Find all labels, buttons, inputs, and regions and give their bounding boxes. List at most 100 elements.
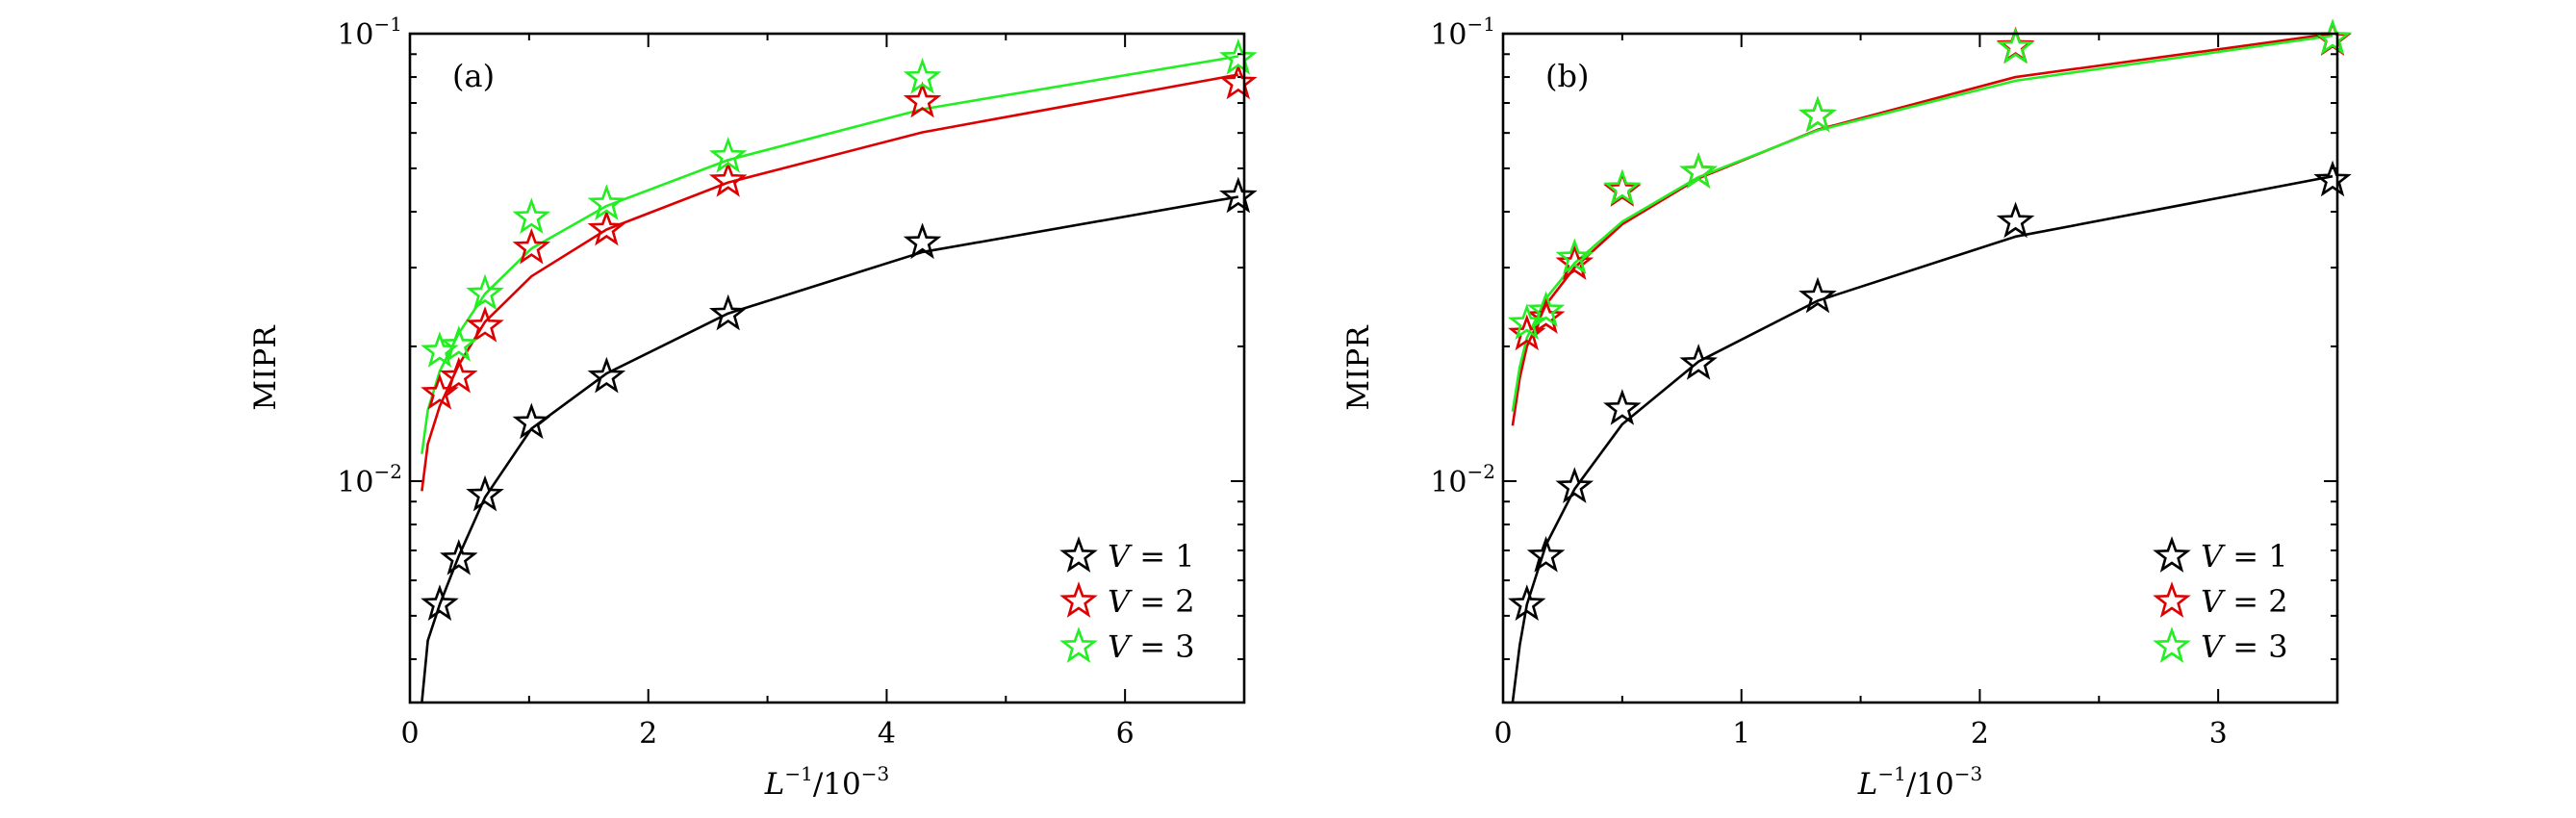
data-point [1996,201,2035,239]
y-axis-label: MIPR [248,324,283,411]
fit-curves [421,55,1239,703]
x-tick-label: 3 [2209,717,2228,751]
y-axis-label: MIPR [1341,324,1376,411]
y-tick-base: 10 [337,18,373,52]
legend-marker [2153,626,2191,663]
x-tick-label: 4 [878,717,896,751]
series-markers [421,176,1258,621]
fit-curve-3 [1511,34,2334,412]
legend: V = 1V = 2V = 3 [2153,536,2288,665]
legend-entry: V = 3 [2201,628,2288,665]
data-point [1996,27,2035,64]
data-point [1219,38,1258,75]
x-axis-label: L−1/10−3 [1857,762,1982,802]
data-point [903,222,942,260]
legend-symbol: V [2201,538,2226,575]
legend-symbol: V [1108,628,1133,665]
data-point [587,209,626,246]
y-tick-label: 10−2 [337,460,402,499]
legend-entry: V = 2 [2201,583,2288,620]
plot-frame [1501,32,2339,704]
data-point [1603,389,1642,425]
y-tick-base: 10 [1430,466,1467,499]
y-tick-exponent: −1 [374,13,402,36]
data-point [1603,170,1642,207]
series-markers [421,38,1258,368]
data-point [1679,152,1718,189]
series-markers [421,63,1258,410]
x-axis-label: L−1/10−3 [764,762,889,802]
data-point [1507,584,1546,621]
data-point [512,197,551,235]
data-point [512,402,551,440]
plot-frame [408,32,1246,704]
data-point [1798,95,1837,133]
panel-label: (b) [1545,58,1589,94]
legend-entry: V = 3 [1108,628,1195,665]
data-point [1219,176,1258,214]
y-tick-label: 10−1 [337,13,402,52]
legend-marker [1059,536,1098,573]
x-axis-label-suffix-exponent: −3 [861,762,889,785]
x-axis-label-suffix: /10 [813,767,861,802]
panel-label: (a) [452,58,495,94]
data-point [1526,297,1566,334]
data-point [1555,467,1594,503]
legend-marker [1059,626,1098,663]
y-tick-label: 10−2 [1430,460,1495,499]
data-point [708,136,748,173]
legend-marker [1059,581,1098,618]
legend-value: = 2 [1130,583,1195,620]
data-point [903,57,942,94]
data-point [1603,168,1642,206]
data-point [1219,63,1258,100]
data-markers [1507,18,2352,621]
legend-marker [2153,581,2191,618]
data-point [1555,238,1594,275]
series-markers [1507,160,2352,621]
x-tick-label: 1 [1732,717,1750,751]
fit-curve-2 [1511,34,2334,426]
data-point [1798,276,1837,314]
legend-entry: V = 1 [1108,538,1195,575]
legend-value: = 2 [2223,583,2288,620]
x-tick-label: 0 [400,717,419,751]
legend-value: = 3 [1130,628,1195,665]
x-axis-label-exponent: −1 [1877,762,1905,785]
legend-value: = 1 [2223,538,2288,575]
y-tick-exponent: −1 [1467,13,1495,36]
y-tick-exponent: −2 [374,460,402,483]
series-markers [1507,18,2352,341]
data-point [466,306,504,343]
legend-value: = 3 [2223,628,2288,665]
data-markers [421,38,1258,621]
legend-symbol: V [2201,583,2226,620]
data-point [466,474,504,512]
legend: V = 1 V = 2 V = 3 [1059,536,1195,665]
x-tick-label: 0 [1493,717,1512,751]
fit-curve-2 [421,73,1239,492]
legend-entry: V = 2 [1108,583,1195,620]
x-axis-label-exponent: −1 [784,762,812,785]
data-point [439,356,478,394]
x-axis-label-symbol: L [764,767,785,802]
data-point [708,161,748,197]
data-point [587,356,626,394]
x-tick-label: 2 [639,717,657,751]
data-point [903,81,942,118]
data-point [466,273,504,311]
data-point [1679,344,1718,380]
x-axis-label-suffix: /10 [1906,767,1954,802]
x-tick-label: 2 [1971,717,1989,751]
legend-entry: V = 1 [2201,538,2288,575]
legend-marker [2153,536,2191,573]
x-axis-label-symbol: L [1857,767,1878,802]
fit-curve-1 [1511,174,2334,703]
data-point [439,325,478,362]
data-point [439,538,478,575]
y-tick-base: 10 [1430,18,1467,52]
data-point [708,294,748,331]
